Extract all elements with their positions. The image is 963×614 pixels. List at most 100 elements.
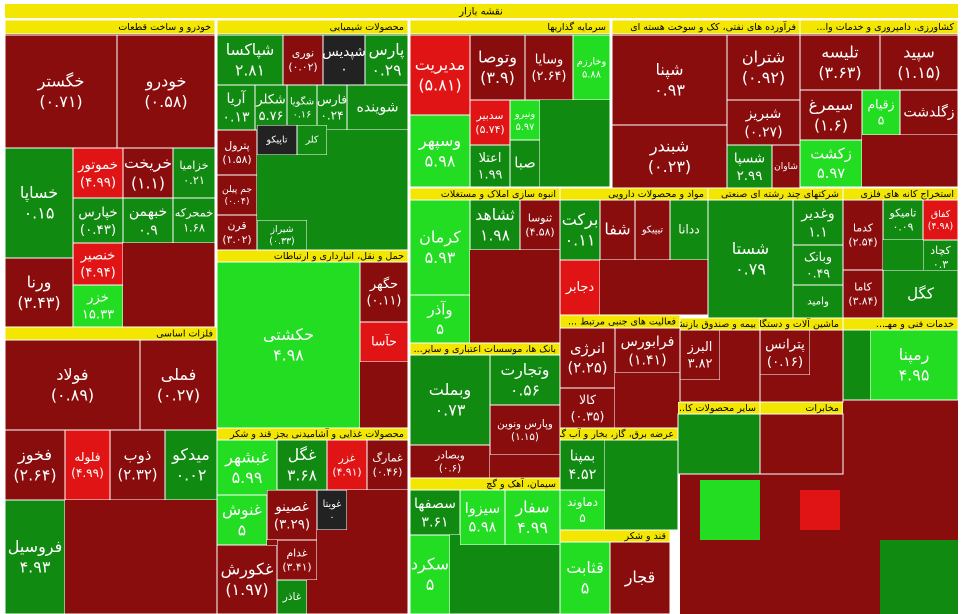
tile-change: ۵.۹۷ [817,165,845,182]
sector-label: فعالیت های جنبی مرتبط ... [568,317,676,328]
tile-background [73,243,123,285]
tile-change: (۴.۹۸) [928,221,953,232]
tile-change: ۰.۰۲ [176,466,207,485]
tile-change: ۰.۱۱ [565,231,596,250]
sector-label: فلزات اساسی [156,329,213,340]
tile-name: شپدیس [322,44,365,60]
tile-background [923,200,958,240]
sector-header: بیمه و صندوق بازنشست... [680,318,760,330]
tile-background [793,200,843,245]
tile-background [470,200,520,250]
tile-change: (۰.۰۴) [225,196,250,207]
tile-background [560,490,605,530]
tile-background [317,85,347,130]
header-background [217,428,408,440]
tile: غمارگ (۰.۴۶) [367,440,408,490]
tile: خریخت(۱.۱) [123,148,173,198]
tile-name: فرابورس [621,334,675,350]
tile-change: (۱.۴۱) [628,352,666,368]
sector-label: محصولات شیمیایی [330,22,404,33]
tile-background [772,145,800,188]
tile-change: ۰.۷۹ [735,260,766,279]
tile-name: شستا [732,239,769,258]
tile: ذوب (۲.۳۲) [110,430,165,500]
tile-change: ۵ [581,579,590,598]
tile: ثشاهد ۱.۹۸ [470,200,520,250]
tile-background [800,90,862,140]
tile-change: (۰.۴۶) [373,466,403,479]
sector-label: انبوه سازی املاک و مستغلات [441,189,556,200]
cell [843,400,958,474]
tile-background [327,440,367,490]
tile: وسایا (۲.۶۴) [525,35,573,100]
tile-name: کاما [854,281,872,294]
tile-name: شگویا [290,96,314,108]
tile-change: (۵.۷۴) [475,123,504,136]
tile: فخوز(۲.۶۴) [5,430,65,500]
tile-change: ۰.۲۱ [183,174,205,187]
cell [800,490,840,530]
tile-change: (۰.۴۳) [80,223,116,238]
tile: فولاد(۰.۸۹) [5,340,140,430]
tile-change: ۵.۹۹ [232,468,263,487]
tile: غکورش(۱.۹۷) [217,545,277,614]
tile-change: ۴.۹۵ [899,366,930,385]
tile-change: ۰.۱۶ [293,109,312,120]
tile-change: (۰.۳۳) [269,236,294,247]
tile: شکلر ۵.۷۶ [255,85,287,130]
tile-name: بمپنا [570,448,596,464]
tile-background [277,440,327,490]
tile-background [760,330,810,375]
tile: زگلدشت [900,90,958,135]
tile-name: ذوب [124,447,152,464]
sector-header: حمل و نقل، انبارداری و ارتباطات [217,250,408,262]
sector: سپید(۱.۱۵)تلیسه(۳.۶۳)سیمرغ(۱.۶)زقیام۵زگل… [799,33,959,188]
tile-name: ددانا [678,223,700,237]
tile-name: شبندر [649,136,689,156]
tile: غگل ۳.۶۸ [277,440,327,490]
header-background [560,315,680,328]
tile-name: پترول [224,139,249,152]
tile-name: دجابر [565,280,594,295]
tile: سیزوا ۵.۹۸ [460,490,505,545]
tile-background [410,355,490,445]
tile-change: (۰.۲۷) [744,124,782,140]
tile-background [360,322,408,362]
tile-change: ۵.۹۷ [516,122,535,133]
tile-background [5,258,73,327]
tile: شیراز(۰.۳۳) [257,220,307,250]
tile: حآسا [360,322,408,362]
tile-change: (۰.۷۱) [39,92,82,111]
sector [759,413,844,475]
tile-background [267,490,317,540]
tile-background [110,430,165,500]
tile-change: (۴.۹۴) [80,266,115,281]
tile: کاما(۳.۸۴) [843,270,883,318]
tile-name: وآذر [426,301,452,319]
tile-background [793,245,843,285]
tile-background [217,35,283,85]
tile: قثابت ۵ [560,542,610,614]
tile-change: ۰.۰۹ [893,221,914,234]
tile-name: ثشاهد [475,206,514,224]
tile-name: سپید [903,42,934,62]
tile-background [140,340,217,430]
tile: وامید [793,285,843,318]
tile-change: (۳.۶۳) [818,63,861,82]
tile-change: (۱.۵۸) [222,153,251,166]
sector: پترانس (۰.۱۶) [759,329,844,403]
tile-background [880,35,958,90]
sector-header: مخابرات [760,402,843,414]
tile-name: کرمان [419,227,461,247]
tile-change: (۰.۹۲) [742,68,785,87]
sector-label: مخابرات [805,403,839,414]
tile: تیپیکو [635,200,670,260]
sector-header: خودرو و ساخت قطعات [5,20,215,34]
tile-change: (۰.۵۸) [144,92,187,111]
tile-background [800,35,880,90]
